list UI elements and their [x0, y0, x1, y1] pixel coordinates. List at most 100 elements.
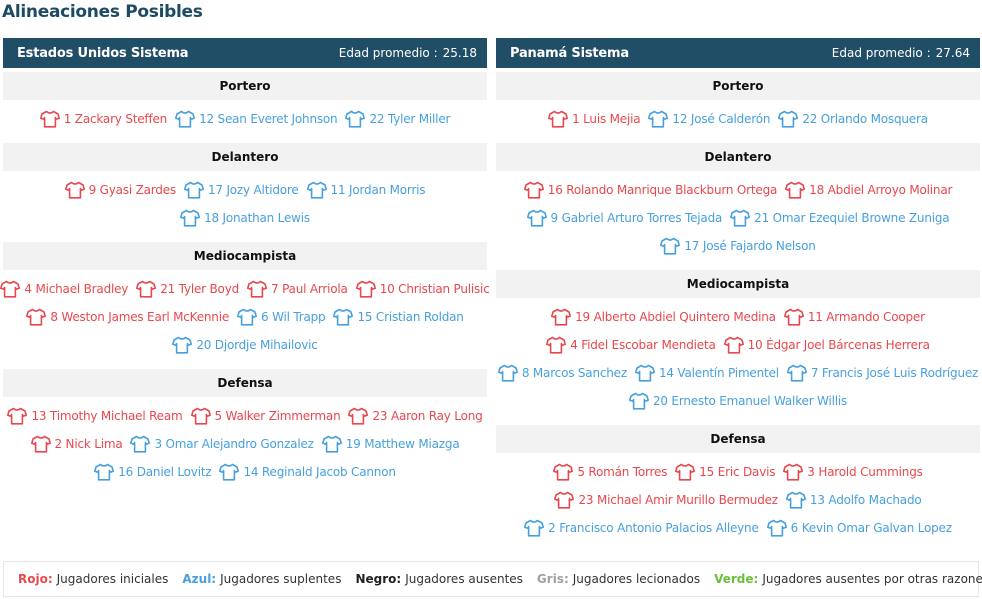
- starter-player-link[interactable]: 5 Román Torres: [553, 463, 667, 481]
- starter-player-link[interactable]: 10 Édgar Joel Bárcenas Herrera: [723, 336, 930, 354]
- starter-player-link[interactable]: 19 Alberto Abdiel Quintero Medina: [551, 308, 776, 326]
- starter-player-link[interactable]: 1 Luis Mejia: [548, 110, 641, 128]
- player-row: 9 Gabriel Arturo Torres Tejada 21 Omar Ez…: [496, 204, 980, 232]
- team-name: Estados Unidos Sistema: [17, 45, 189, 61]
- player-list: 5 Román Torres 15 Eric Davis 3 Harold Cumm…: [496, 453, 980, 548]
- player-row: 5 Román Torres 15 Eric Davis 3 Harold Cumm…: [496, 458, 980, 486]
- legend-text: Jugadores suplentes: [220, 572, 342, 586]
- starter-player-link[interactable]: 21 Tyler Boyd: [136, 280, 239, 298]
- position-heading: Portero: [496, 72, 980, 100]
- player-name: 23 Michael Amir Murillo Bermudez: [578, 493, 778, 507]
- substitute-player-link[interactable]: 14 Reginald Jacob Cannon: [219, 463, 396, 481]
- substitute-player-link[interactable]: 9 Gabriel Arturo Torres Tejada: [526, 209, 722, 227]
- position-heading: Delantero: [3, 143, 487, 171]
- player-row: 1 Zackary Steffen 12 Sean Everet Johnson 2…: [3, 105, 487, 133]
- starter-player-link[interactable]: 7 Paul Arriola: [247, 280, 348, 298]
- substitute-player-link[interactable]: 12 Sean Everet Johnson: [175, 110, 338, 128]
- substitute-player-link[interactable]: 13 Adolfo Machado: [785, 491, 922, 509]
- player-row: 9 Gyasi Zardes 17 Jozy Altidore 11 Jordan …: [3, 176, 487, 204]
- starter-player-link[interactable]: 15 Eric Davis: [675, 463, 775, 481]
- legend-item: Verde: Jugadores ausentes por otras razon…: [714, 572, 982, 586]
- shirt-icon: [30, 435, 51, 453]
- substitute-player-link[interactable]: 14 Valentín Pimentel: [634, 364, 779, 382]
- starter-player-link[interactable]: 4 Fidel Escobar Mendieta: [546, 336, 716, 354]
- page-title: Alineaciones Posibles: [2, 2, 203, 22]
- shirt-icon: [64, 181, 85, 199]
- substitute-player-link[interactable]: 17 Jozy Altidore: [183, 181, 299, 199]
- substitute-player-link[interactable]: 7 Francis José Luis Rodríguez: [786, 364, 978, 382]
- shirt-icon: [497, 364, 518, 382]
- substitute-player-link[interactable]: 3 Omar Alejandro Gonzalez: [130, 435, 314, 453]
- substitute-player-link[interactable]: 2 Francisco Antonio Palacios Alleyne: [524, 519, 759, 537]
- starter-player-link[interactable]: 1 Zackary Steffen: [39, 110, 167, 128]
- legend-key: Gris:: [536, 572, 569, 586]
- starter-player-link[interactable]: 4 Michael Bradley: [0, 280, 128, 298]
- substitute-player-link[interactable]: 11 Jordan Morris: [306, 181, 426, 199]
- player-row: 2 Francisco Antonio Palacios Alleyne 6 Ke…: [496, 514, 980, 542]
- player-row: 8 Marcos Sanchez 14 Valentín Pimentel 7 Fr…: [496, 359, 980, 387]
- shirt-icon: [136, 280, 157, 298]
- player-list: 4 Michael Bradley 21 Tyler Boyd 7 Paul Arr…: [0, 270, 490, 365]
- player-name: 19 Matthew Miazga: [345, 437, 460, 451]
- substitute-player-link[interactable]: 6 Kevin Omar Galvan Lopez: [766, 519, 952, 537]
- starter-player-link[interactable]: 23 Michael Amir Murillo Bermudez: [554, 491, 778, 509]
- substitute-player-link[interactable]: 21 Omar Ezequiel Browne Zuniga: [730, 209, 950, 227]
- shirt-icon: [130, 435, 151, 453]
- player-name: 22 Tyler Miller: [369, 112, 451, 126]
- player-name: 7 Paul Arriola: [271, 282, 348, 296]
- shirt-icon: [524, 519, 545, 537]
- substitute-player-link[interactable]: 22 Orlando Mosquera: [778, 110, 928, 128]
- starter-player-link[interactable]: 8 Weston James Earl McKennie: [26, 308, 229, 326]
- starter-player-link[interactable]: 10 Christian Pulisic: [355, 280, 490, 298]
- player-name: 13 Adolfo Machado: [809, 493, 922, 507]
- starter-player-link[interactable]: 18 Abdiel Arroyo Molinar: [785, 181, 952, 199]
- player-name: 18 Jonathan Lewis: [204, 211, 310, 225]
- shirt-icon: [7, 407, 28, 425]
- player-name: 20 Djordje Mihailovic: [196, 338, 318, 352]
- player-row: 16 Rolando Manrique Blackburn Ortega 18 A…: [496, 176, 980, 204]
- player-name: 21 Tyler Boyd: [160, 282, 240, 296]
- substitute-player-link[interactable]: 20 Ernesto Emanuel Walker Willis: [628, 392, 847, 410]
- starter-player-link[interactable]: 23 Aaron Ray Long: [348, 407, 483, 425]
- substitute-player-link[interactable]: 6 Wil Trapp: [237, 308, 326, 326]
- position-heading: Mediocampista: [3, 242, 487, 270]
- team-panel-usa: Estados Unidos Sistema Edad promedio : 25…: [0, 38, 490, 492]
- substitute-player-link[interactable]: 20 Djordje Mihailovic: [172, 336, 318, 354]
- starter-player-link[interactable]: 3 Harold Cummings: [783, 463, 923, 481]
- age-value: 25.18: [442, 46, 477, 60]
- shirt-icon: [783, 463, 804, 481]
- substitute-player-link[interactable]: 12 José Calderón: [648, 110, 771, 128]
- player-name: 21 Omar Ezequiel Browne Zuniga: [754, 211, 950, 225]
- legend-key: Azul:: [182, 572, 217, 586]
- substitute-player-link[interactable]: 22 Tyler Miller: [345, 110, 450, 128]
- substitute-player-link[interactable]: 18 Jonathan Lewis: [180, 209, 310, 227]
- team-average-age: Edad promedio : 27.64: [832, 46, 970, 60]
- shirt-icon: [345, 110, 366, 128]
- player-name: 15 Cristian Roldan: [357, 310, 464, 324]
- player-name: 6 Wil Trapp: [261, 310, 326, 324]
- starter-player-link[interactable]: 9 Gyasi Zardes: [64, 181, 176, 199]
- legend-key: Rojo:: [18, 572, 53, 586]
- substitute-player-link[interactable]: 16 Daniel Lovitz: [94, 463, 212, 481]
- starter-player-link[interactable]: 2 Nick Lima: [30, 435, 123, 453]
- team-header: Panamá Sistema Edad promedio : 27.64: [496, 38, 980, 68]
- substitute-player-link[interactable]: 15 Cristian Roldan: [333, 308, 464, 326]
- shirt-icon: [333, 308, 354, 326]
- starter-player-link[interactable]: 16 Rolando Manrique Blackburn Ortega: [523, 181, 778, 199]
- shirt-icon: [523, 181, 544, 199]
- player-name: 16 Rolando Manrique Blackburn Ortega: [547, 183, 778, 197]
- team-name: Panamá Sistema: [510, 45, 629, 61]
- player-row: 20 Ernesto Emanuel Walker Willis: [496, 387, 980, 415]
- shirt-icon: [175, 110, 196, 128]
- starter-player-link[interactable]: 11 Armando Cooper: [783, 308, 925, 326]
- shirt-icon: [785, 181, 806, 199]
- starter-player-link[interactable]: 13 Timothy Michael Ream: [7, 407, 183, 425]
- substitute-player-link[interactable]: 8 Marcos Sanchez: [497, 364, 627, 382]
- player-name: 12 Sean Everet Johnson: [199, 112, 338, 126]
- starter-player-link[interactable]: 5 Walker Zimmerman: [190, 407, 341, 425]
- substitute-player-link[interactable]: 19 Matthew Miazga: [321, 435, 460, 453]
- player-list: 1 Zackary Steffen 12 Sean Everet Johnson 2…: [3, 100, 487, 139]
- substitute-player-link[interactable]: 17 José Fajardo Nelson: [660, 237, 816, 255]
- player-row: 18 Jonathan Lewis: [3, 204, 487, 232]
- position-heading: Portero: [3, 72, 487, 100]
